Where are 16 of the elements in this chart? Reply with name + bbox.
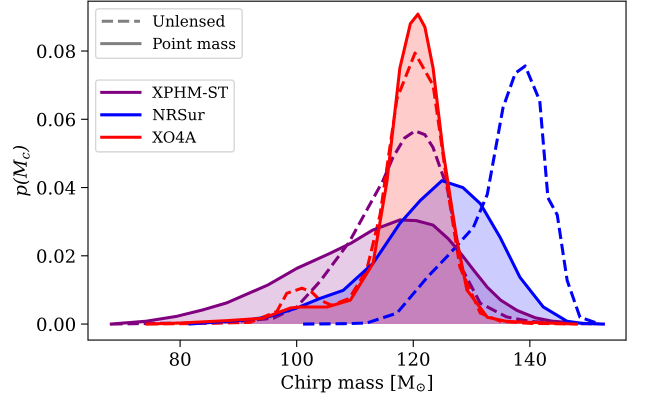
x-tick-label: 100 [282, 352, 313, 366]
y-tick-label: 0.02 [37, 249, 74, 263]
y-tick-label: 0.00 [37, 318, 75, 332]
legend-label: XO4A [152, 131, 196, 143]
legend-label: NRSur [152, 108, 205, 120]
legend-label: XPHM-ST [152, 86, 228, 98]
x-axis-title: Chirp mass [M$_{⊙}$] [281, 374, 432, 392]
y-tick-label: 0.04 [37, 181, 76, 195]
x-tick-label: 120 [398, 352, 430, 366]
annotation: Unlensed [152, 14, 225, 27]
y-tick-label: 0.06 [37, 112, 76, 126]
x-tick-label: 80 [170, 352, 190, 366]
y-tick-label: 0.08 [37, 44, 75, 58]
x-tick-label: 140 [514, 352, 546, 366]
annotation: Point mass [153, 38, 236, 50]
y-axis-title: p(M$_{c}$) [12, 146, 30, 196]
